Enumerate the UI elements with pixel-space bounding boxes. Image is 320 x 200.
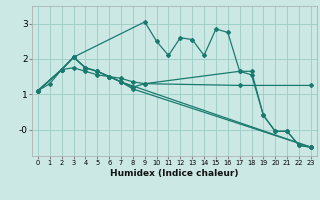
X-axis label: Humidex (Indice chaleur): Humidex (Indice chaleur): [110, 169, 239, 178]
